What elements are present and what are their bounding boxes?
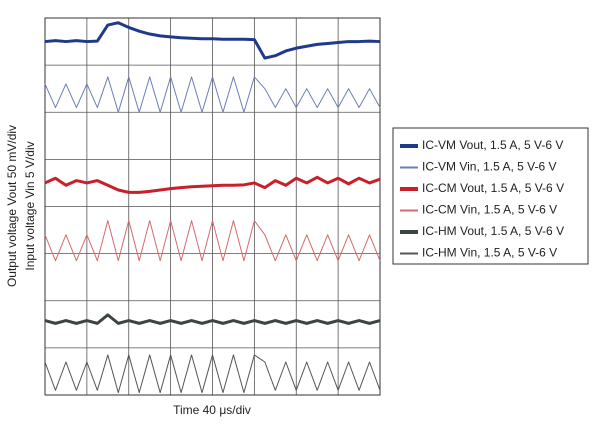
legend-label: IC-VM Vout, 1.5 A, 5 V-6 V — [422, 138, 563, 152]
x-axis-label: Time 40 μs/div — [173, 403, 251, 417]
trace — [44, 354, 381, 394]
trace — [44, 220, 381, 262]
y-axis-label: Input voltage Vin 5 V/div — [23, 141, 37, 270]
legend-label: IC-VM Vin, 1.5 A, 5 V-6 V — [422, 160, 557, 174]
legend-label: IC-HM Vout, 1.5 A, 5 V-6 V — [422, 224, 564, 238]
legend-box — [392, 127, 589, 265]
y-axis-label: Output voltage Vout 50 mV/div — [5, 125, 19, 287]
trace — [44, 175, 381, 194]
legend-label: IC-CM Vout, 1.5 A, 5 V-6 V — [422, 181, 564, 195]
plot-frame — [44, 17, 381, 396]
legend-label: IC-CM Vin, 1.5 A, 5 V-6 V — [422, 203, 557, 217]
trace — [44, 313, 381, 325]
legend-label: IC-HM Vin, 1.5 A, 5 V-6 V — [422, 246, 557, 260]
trace — [44, 21, 381, 60]
trace — [44, 76, 381, 113]
